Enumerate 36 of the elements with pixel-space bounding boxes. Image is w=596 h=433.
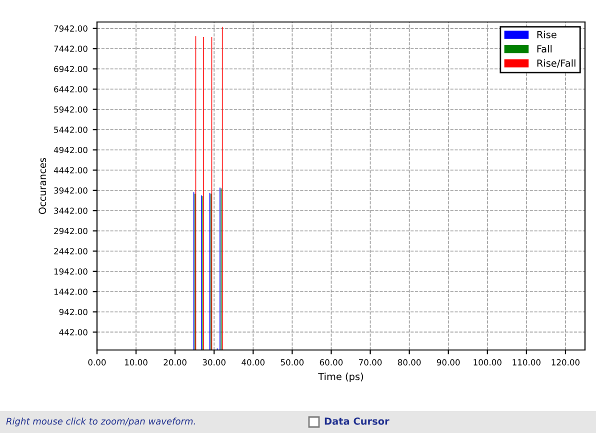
x-tick-label: 120.00: [552, 359, 580, 366]
x-tick-label: 110.00: [512, 359, 540, 366]
x-tick-label: 70.00: [359, 359, 382, 366]
x-tick-label: 10.00: [125, 359, 148, 366]
x-tick-label: 90.00: [436, 359, 460, 366]
legend-label: Fall: [537, 45, 552, 53]
text: Data Cursor: [324, 417, 390, 425]
y-tick-label: 5942.00: [54, 106, 88, 113]
y-tick-label: 4942.00: [54, 146, 88, 154]
y-tick-label: 2442.00: [54, 248, 88, 254]
y-tick-label: 1442.00: [54, 288, 88, 295]
x-axis-title: Time (ps): [318, 372, 364, 382]
y-tick-label: 4442.00: [54, 167, 88, 174]
y-tick-label: 442.00: [59, 329, 88, 336]
x-tick-label: 60.00: [320, 359, 343, 366]
y-tick-label: 2942.00: [54, 228, 88, 234]
y-tick-label: 7442.00: [54, 46, 88, 52]
y-tick-label: 6942.00: [54, 66, 88, 72]
x-tick-label: 20.00: [164, 359, 186, 366]
y-tick-label: 3942.00: [54, 187, 88, 194]
x-tick-label: 80.00: [398, 359, 421, 366]
y-tick-label: 6442.00: [54, 86, 88, 92]
y-tick-label: 942.00: [59, 308, 88, 316]
y-tick-label: 3442.00: [54, 208, 88, 214]
y-tick-label: 7942.00: [54, 25, 88, 32]
y-tick-label: 1942.00: [54, 268, 88, 275]
y-tick-label: 5442.00: [54, 126, 88, 133]
text: Right mouse click to zoom/pan waveform.: [6, 418, 195, 426]
x-tick-label: 0.00: [88, 359, 106, 366]
x-tick-label: 40.00: [242, 359, 265, 366]
x-tick-label: 100.00: [474, 359, 502, 366]
x-tick-label: 50.00: [280, 359, 304, 366]
legend-label: Rise/Fall: [537, 59, 576, 68]
x-tick-label: 30.00: [202, 359, 226, 366]
y-axis-title: Occurances: [38, 158, 46, 214]
legend-label: Rise: [537, 30, 556, 38]
